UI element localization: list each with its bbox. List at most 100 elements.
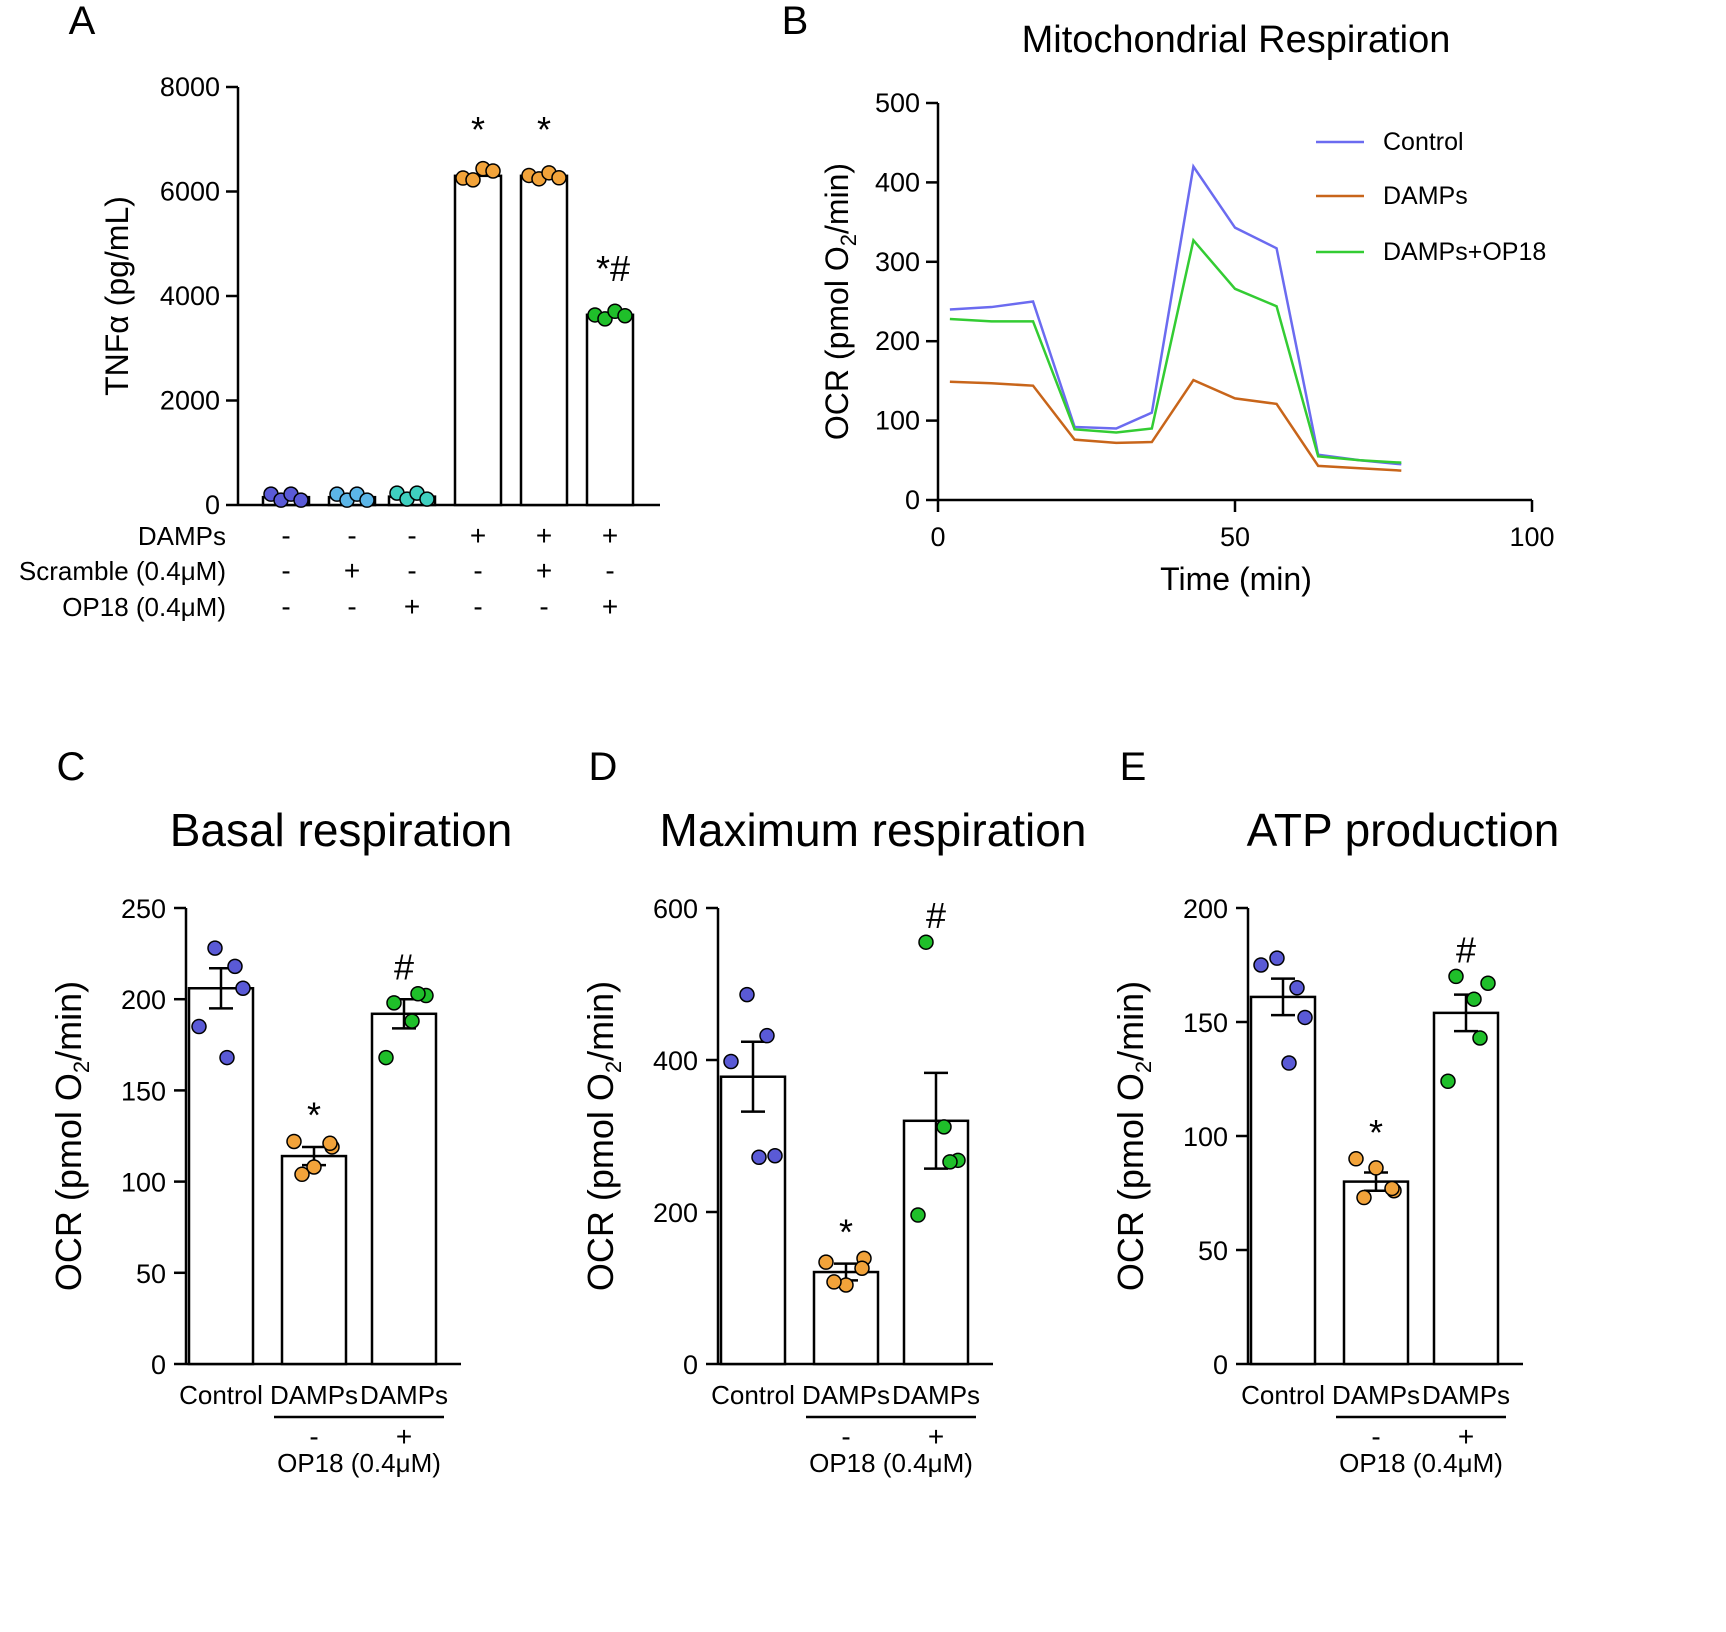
op18-label: OP18 (0.4μM) [809,1448,973,1478]
bar [370,1012,438,1366]
significance-marker: # [926,895,946,936]
data-point [322,1135,338,1152]
data-point [1384,1180,1400,1197]
op18-sign: + [928,1421,944,1452]
y-tick-label: 200 [875,326,920,356]
legend-label: Control [1383,128,1464,156]
y-tick-label: 600 [653,894,698,924]
data-point [306,1159,322,1175]
treatment-sign: - [605,555,614,586]
y-tick-label: 0 [151,1350,166,1380]
category-label: Control [179,1380,263,1410]
data-point [1253,957,1269,973]
chart-title: Basal respiration [170,804,513,856]
significance-marker: *# [596,248,630,289]
data-point [1466,991,1482,1007]
treatment-sign: - [347,520,356,551]
y-tick-label: 50 [136,1259,166,1289]
y-axis-label: OCR (pmol O2/min) [580,981,626,1291]
data-point [1289,980,1305,996]
significance-marker: * [839,1211,853,1252]
y-axis-label: OCR (pmol O2/min) [819,163,861,440]
y-tick-label: 100 [121,1168,166,1198]
bar [280,1154,348,1366]
treatment-sign: - [473,591,482,622]
data-point [207,940,223,956]
y-axis-label: OCR (pmol O2/min) [1110,981,1156,1291]
data-point [410,985,426,1002]
data-point [465,172,481,188]
legend-label: DAMPs [1383,182,1468,210]
significance-marker: * [1369,1112,1383,1153]
data-point [219,1049,235,1066]
data-point [1297,1009,1313,1026]
data-point [1480,975,1496,991]
y-tick-label: 200 [121,985,166,1015]
data-point [227,958,243,975]
op18-label: OP18 (0.4μM) [1339,1448,1503,1478]
y-tick-label: 4000 [160,281,220,311]
y-tick-label: 150 [121,1076,166,1106]
category-label: Control [711,1380,795,1410]
op18-sign: - [841,1421,850,1452]
y-tick-label: 6000 [160,177,220,207]
data-point [293,492,309,508]
data-point [294,1166,310,1183]
treatment-sign: - [407,520,416,551]
x-tick-label: 100 [1509,522,1554,552]
chart-title: Mitochondrial Respiration [1022,19,1451,61]
data-point [723,1053,739,1070]
y-tick-label: 8000 [160,72,220,102]
series-line [949,378,1402,472]
op18-sign: + [396,1421,412,1452]
treatment-sign: - [281,520,290,551]
panel-label-b: B [782,0,809,43]
data-point [767,1148,783,1164]
y-tick-label: 400 [875,167,920,197]
category-label: DAMPs [892,1380,980,1410]
op18-sign: + [1458,1421,1474,1452]
data-point [854,1260,870,1276]
data-point [826,1274,842,1290]
data-point [235,980,251,997]
x-tick-label: 50 [1220,522,1250,552]
data-point [485,163,501,179]
panel-label: E [1120,745,1147,789]
treatment-sign: + [602,520,618,551]
data-point [759,1027,775,1044]
data-point [404,1013,420,1029]
bar [719,1075,787,1366]
data-point [818,1254,834,1270]
panel-d-maximum-respiration-bar-chart: D Maximum respiration 0 200 400 600 OCR (pmol … [580,745,1086,1478]
treatment-sign: - [407,555,416,586]
bar [1249,995,1317,1366]
data-point [378,1049,394,1066]
data-point [1440,1073,1456,1090]
treatment-row-label: Scramble (0.4μM) [19,556,226,586]
treatment-sign: - [281,555,290,586]
y-tick-label: 150 [1183,1008,1228,1038]
panel-label: C [57,745,86,789]
category-label: DAMPs [1332,1380,1420,1410]
data-point [286,1133,302,1150]
panel-label-a: A [69,0,96,43]
bar [519,174,569,507]
treatment-sign: - [539,591,548,622]
y-axis-label: TNFα (pg/mL) [99,196,135,396]
treatment-row-label: DAMPs [138,521,226,551]
panel-b-mitochondrial-respiration-line-chart: B Mitochondrial Respiration 0 100 200 300 400 5… [782,0,1555,597]
op18-label: OP18 (0.4μM) [277,1448,441,1478]
data-point [386,995,402,1011]
data-point [1356,1189,1372,1206]
treatment-row-label: OP18 (0.4μM) [62,592,226,622]
bar [453,174,503,507]
category-label: DAMPs [360,1380,448,1410]
data-point [751,1149,767,1166]
y-tick-label: 0 [905,485,920,515]
data-point [1348,1151,1364,1167]
category-label: Control [1241,1380,1325,1410]
data-point [359,492,375,508]
bar [187,987,255,1366]
legend-label: DAMPs+OP18 [1383,238,1546,266]
